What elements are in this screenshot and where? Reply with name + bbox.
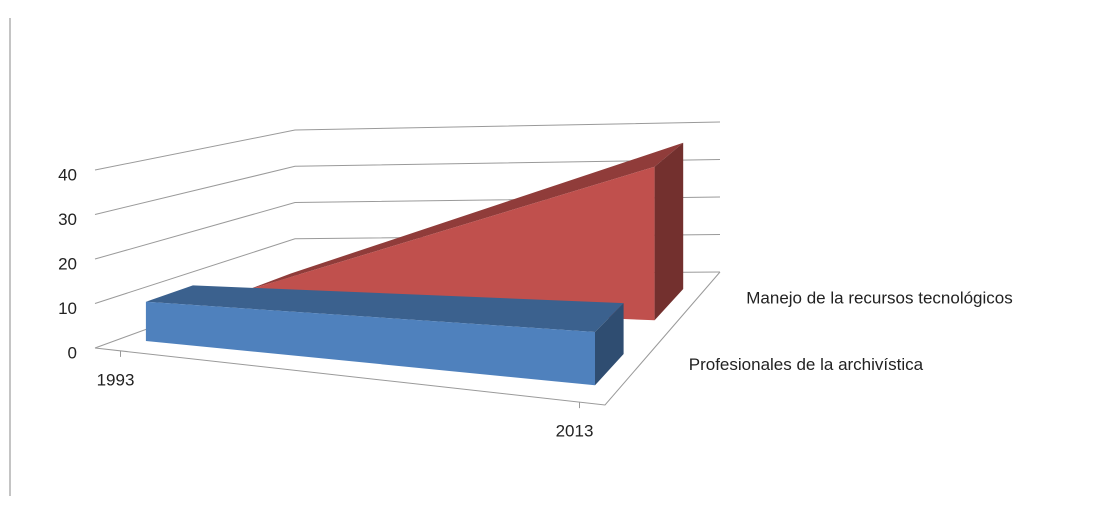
area-front [145,301,595,386]
floor-edge [94,271,721,406]
y-tick-label: 10 [58,299,77,318]
x-tick-label: 1993 [97,370,135,389]
area-top [145,285,624,332]
y-tick-label: 40 [58,165,77,184]
area-front [243,166,655,321]
grid-line [94,159,721,215]
area-top [243,142,684,292]
y-tick-label: 30 [58,210,77,229]
area-side [595,303,624,386]
y-tick-label: 0 [68,343,77,362]
area-side [654,142,684,321]
series-label: Profesionales de la archivística [689,355,924,374]
grid-line [94,121,721,171]
y-tick-label: 20 [58,254,77,273]
series-label: Manejo de la recursos tecnológicos [746,289,1012,308]
x-tick-label: 2013 [556,422,594,441]
